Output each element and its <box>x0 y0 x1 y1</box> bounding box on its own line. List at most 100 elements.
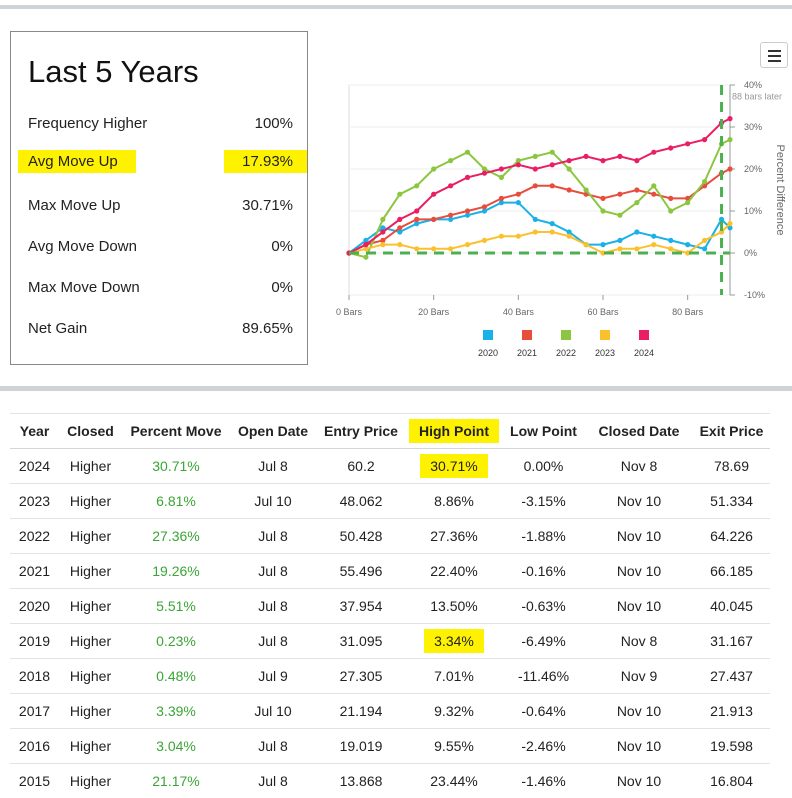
data-point-2024 <box>482 171 487 176</box>
data-point-2022 <box>448 158 453 163</box>
data-point-2021 <box>516 192 521 197</box>
data-point-2022 <box>567 166 572 171</box>
table-cell: 27.36% <box>406 519 502 554</box>
high-point-header: High Point <box>409 419 499 443</box>
table-cell: -2.46% <box>502 729 585 764</box>
legend-label-2024: 2024 <box>634 348 654 358</box>
stat-net-gain: Net Gain 89.65% <box>28 317 293 341</box>
data-point-2020 <box>702 246 707 251</box>
table-cell: Higher <box>59 624 122 659</box>
table-cell: 19.598 <box>693 729 770 764</box>
data-point-2020 <box>668 238 673 243</box>
data-point-2023 <box>482 238 487 243</box>
col-open-date[interactable]: Open Date <box>230 414 316 449</box>
x-tick-label: 80 Bars <box>672 307 704 317</box>
data-point-2021 <box>431 217 436 222</box>
legend-swatch-2022 <box>561 330 571 340</box>
table-cell: 2016 <box>10 729 59 764</box>
col-closed-date[interactable]: Closed Date <box>585 414 693 449</box>
table-cell: 48.062 <box>316 484 406 519</box>
table-cell: Jul 10 <box>230 484 316 519</box>
chart-menu-button[interactable] <box>760 42 788 68</box>
table-cell: -1.88% <box>502 519 585 554</box>
data-point-2024 <box>431 192 436 197</box>
data-point-2023 <box>727 221 732 226</box>
y-axis-label: Percent Difference <box>774 145 786 236</box>
data-point-2021 <box>668 196 673 201</box>
data-point-2024 <box>685 141 690 146</box>
stat-label: Frequency Higher <box>28 115 147 132</box>
data-point-2023 <box>499 234 504 239</box>
table-cell: 2017 <box>10 694 59 729</box>
data-point-2023 <box>550 229 555 234</box>
table-cell: 7.01% <box>406 659 502 694</box>
data-point-2023 <box>448 246 453 251</box>
hamburger-menu-icon <box>768 55 781 57</box>
data-point-2020 <box>685 242 690 247</box>
data-point-2022 <box>499 175 504 180</box>
y-tick-label: 0% <box>744 248 757 258</box>
history-table: Year Closed Percent Move Open Date Entry… <box>10 413 770 798</box>
col-percent-move[interactable]: Percent Move <box>122 414 230 449</box>
table-cell: Nov 9 <box>585 659 693 694</box>
col-high-point[interactable]: High Point <box>406 414 502 449</box>
data-point-2024 <box>414 208 419 213</box>
data-point-2022 <box>702 179 707 184</box>
y-tick-label: 20% <box>744 164 762 174</box>
data-point-2022 <box>634 200 639 205</box>
table-cell: 9.32% <box>406 694 502 729</box>
data-point-2024 <box>651 150 656 155</box>
col-low-point[interactable]: Low Point <box>502 414 585 449</box>
table-cell: -11.46% <box>502 659 585 694</box>
legend-swatch-2020 <box>483 330 493 340</box>
col-entry-price[interactable]: Entry Price <box>316 414 406 449</box>
table-cell: 6.81% <box>122 484 230 519</box>
data-point-2022 <box>727 137 732 142</box>
data-point-2021 <box>533 183 538 188</box>
hamburger-menu-icon <box>768 60 781 62</box>
data-point-2021 <box>465 208 470 213</box>
data-point-2024 <box>567 158 572 163</box>
legend-label-2022: 2022 <box>556 348 576 358</box>
stat-value: 0% <box>271 238 293 255</box>
table-cell: 2022 <box>10 519 59 554</box>
data-point-2020 <box>651 234 656 239</box>
table-cell: Jul 8 <box>230 589 316 624</box>
data-point-2022 <box>431 166 436 171</box>
table-header-row: Year Closed Percent Move Open Date Entry… <box>10 414 770 449</box>
data-point-2023 <box>668 246 673 251</box>
table-cell: 19.26% <box>122 554 230 589</box>
data-point-2020 <box>516 200 521 205</box>
table-cell: Nov 10 <box>585 484 693 519</box>
data-point-2023 <box>634 246 639 251</box>
data-point-2024 <box>448 183 453 188</box>
data-point-2022 <box>533 154 538 159</box>
stat-label: Avg Move Down <box>28 238 137 255</box>
hamburger-menu-icon <box>768 50 781 52</box>
stat-value: 89.65% <box>242 320 293 337</box>
table-cell: Higher <box>59 519 122 554</box>
data-point-2020 <box>617 238 622 243</box>
col-closed[interactable]: Closed <box>59 414 122 449</box>
table-cell: 2018 <box>10 659 59 694</box>
stat-value: 0% <box>271 279 293 296</box>
stat-max-move-up: Max Move Up 30.71% <box>28 194 293 218</box>
data-point-2024 <box>702 137 707 142</box>
data-point-2023 <box>397 242 402 247</box>
table-cell: 78.69 <box>693 449 770 484</box>
table-cell: 21.913 <box>693 694 770 729</box>
legend-swatch-2021 <box>522 330 532 340</box>
stat-label: Net Gain <box>28 320 87 337</box>
table-cell: 19.019 <box>316 729 406 764</box>
table-cell: 0.23% <box>122 624 230 659</box>
col-year[interactable]: Year <box>10 414 59 449</box>
table-cell: 60.2 <box>316 449 406 484</box>
table-cell: 0.48% <box>122 659 230 694</box>
table-cell: 2023 <box>10 484 59 519</box>
data-point-2020 <box>634 229 639 234</box>
col-exit-price[interactable]: Exit Price <box>693 414 770 449</box>
table-cell: 55.496 <box>316 554 406 589</box>
